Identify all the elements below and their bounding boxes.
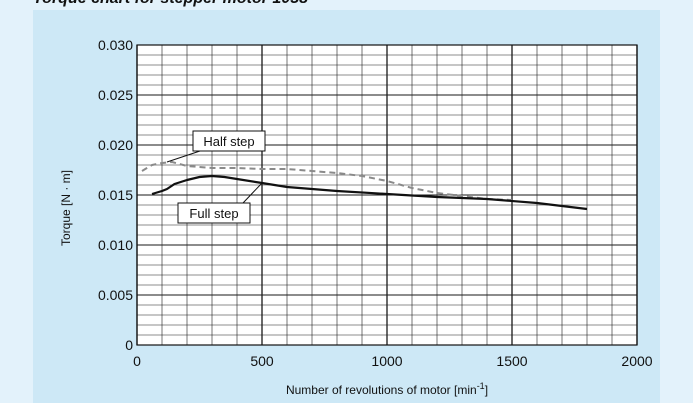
x-tick-label: 1500 <box>496 353 527 369</box>
series-line-half-step <box>141 161 513 201</box>
x-axis-label: Number of revolutions of motor [min-1] <box>286 381 488 397</box>
chart-title: Torque chart for stepper motor 1058 <box>33 0 308 8</box>
x-tick-label: 500 <box>250 353 274 369</box>
y-axis-label: Torque [N · m] <box>59 170 73 246</box>
x-tick-label: 0 <box>133 353 141 369</box>
y-tick-label: 0.010 <box>98 237 133 253</box>
x-tick-label: 1000 <box>371 353 402 369</box>
full-step-label: Full step <box>189 206 238 221</box>
y-tick-label: 0.005 <box>98 287 133 303</box>
full-step-leader <box>242 182 263 204</box>
half-step-callout <box>192 130 266 152</box>
half-step-leader <box>166 150 201 163</box>
y-tick-label: 0 <box>125 337 133 353</box>
full-step-callout <box>177 202 251 224</box>
x-tick-label: 2000 <box>621 353 652 369</box>
series-line-full-step <box>151 174 588 211</box>
y-tick-label: 0.015 <box>98 187 133 203</box>
half-step-label: Half step <box>203 134 254 149</box>
y-tick-label: 0.030 <box>98 37 133 53</box>
plot-border <box>136 44 638 346</box>
y-tick-label: 0.025 <box>98 87 133 103</box>
y-tick-label: 0.020 <box>98 137 133 153</box>
